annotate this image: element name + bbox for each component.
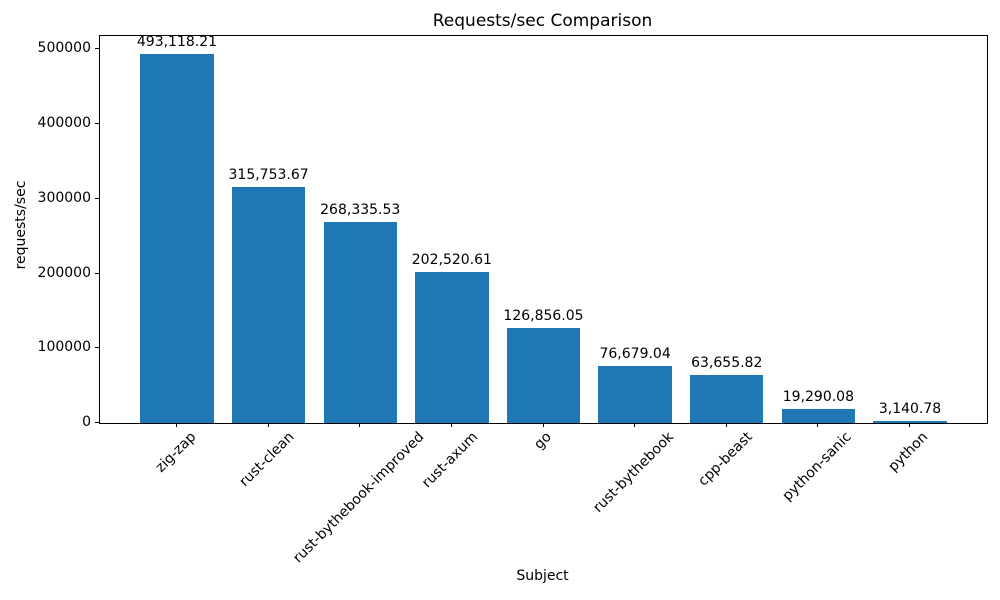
- bar: [506, 328, 581, 423]
- x-tick: [450, 423, 452, 427]
- bar-value-label: 76,679.04: [599, 345, 671, 362]
- bar: [781, 408, 856, 423]
- x-tick: [542, 423, 544, 427]
- bar-value-label: 315,753.67: [228, 167, 309, 183]
- bar: [690, 375, 764, 423]
- x-tick: [267, 423, 269, 427]
- bar: [140, 54, 214, 423]
- x-tick-label: python-sanic: [779, 429, 855, 505]
- y-tick: [95, 197, 99, 199]
- y-tick-label: 0: [82, 414, 91, 430]
- x-tick-label: rust-bythebook: [590, 429, 678, 516]
- bar-value-label: 268,335.53: [320, 202, 401, 219]
- y-tick: [95, 123, 99, 125]
- bar: [415, 271, 489, 423]
- x-tick-label: cpp-beast: [695, 429, 756, 490]
- x-tick: [725, 423, 727, 427]
- bar-value-label: 202,520.61: [411, 251, 492, 268]
- x-axis-label: Subject: [516, 568, 569, 584]
- bar-value-label: 63,655.82: [691, 355, 763, 372]
- bar-value-label: 126,856.05: [503, 308, 584, 325]
- bar: [323, 222, 397, 423]
- bar: [231, 187, 306, 423]
- y-tick-label: 100000: [37, 339, 91, 356]
- plot-area: 493,118.21 315,753.67 268,335.53 202,520.61…: [99, 34, 988, 424]
- x-tick-label: python: [885, 429, 932, 475]
- x-tick: [909, 423, 911, 427]
- bar-value-label: 3,140.78: [878, 400, 942, 417]
- x-tick-label: rust-clean: [236, 429, 298, 490]
- y-tick-label: 300000: [37, 189, 91, 206]
- chart-title: Requests/sec Comparison: [432, 11, 653, 31]
- bar-value-label: 493,118.21: [136, 34, 218, 51]
- x-tick-label: rust-bythebook-improved: [290, 429, 428, 567]
- x-tick: [634, 423, 636, 427]
- bar-value-label: 19,290.08: [782, 388, 855, 405]
- y-tick: [95, 272, 99, 274]
- y-tick-label: 400000: [37, 115, 91, 132]
- x-tick: [359, 423, 361, 427]
- bar: [598, 365, 672, 423]
- bar: [873, 420, 947, 423]
- y-tick-label: 200000: [37, 264, 91, 281]
- y-tick: [95, 347, 99, 349]
- x-tick-label: zig-zap: [152, 429, 199, 476]
- x-tick: [817, 423, 819, 427]
- x-tick-label: rust-axum: [419, 429, 482, 492]
- y-tick-label: 500000: [37, 40, 91, 57]
- x-tick-label: go: [530, 429, 555, 453]
- y-tick: [95, 48, 99, 50]
- x-tick: [175, 423, 177, 427]
- y-tick: [95, 422, 99, 423]
